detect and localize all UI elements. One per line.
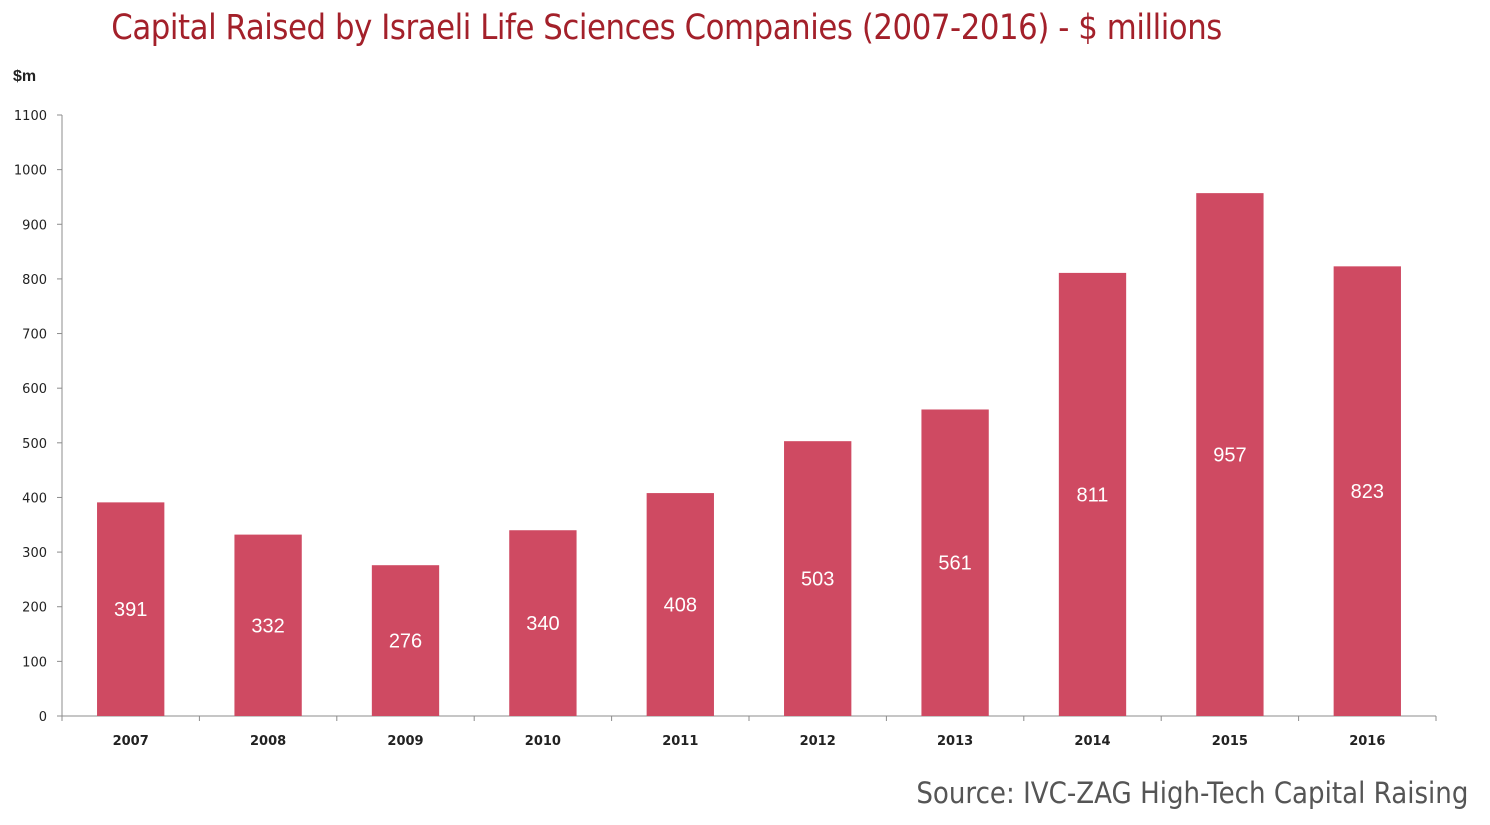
x-tick-label: 2008 — [250, 734, 286, 749]
y-axis: 0 100 200 300 400 500 600 700 800 900 1000 1100 — [14, 109, 63, 725]
bar-value-label: 503 — [801, 569, 834, 591]
y-tick-label: 900 — [22, 218, 47, 233]
y-tick-label: 100 — [22, 655, 47, 670]
y-tick-label: 400 — [22, 491, 47, 506]
bar-value-label: 811 — [1077, 484, 1109, 506]
bar-value-label: 957 — [1213, 445, 1246, 467]
x-tick-label: 2010 — [525, 734, 561, 749]
x-tick-label: 2014 — [1074, 734, 1110, 749]
y-axis-unit-label: $m — [13, 68, 37, 85]
bar-value-label: 340 — [526, 613, 559, 635]
bar-2013 — [921, 409, 989, 716]
x-tick-label: 2009 — [387, 734, 423, 749]
y-tick-label: 200 — [22, 601, 47, 616]
x-tick-label: 2011 — [662, 734, 698, 749]
bar-value-label: 408 — [664, 595, 697, 617]
y-tick-label: 0 — [39, 710, 47, 725]
x-tick-label: 2012 — [800, 734, 836, 749]
bar-value-label: 391 — [114, 599, 147, 621]
bar-2010 — [509, 530, 577, 716]
y-tick-label: 600 — [22, 382, 47, 397]
x-tick-label: 2007 — [113, 734, 149, 749]
bar-value-label: 561 — [938, 553, 971, 575]
bar-2011 — [646, 493, 714, 716]
y-tick-label: 1000 — [14, 164, 47, 179]
x-tick-label: 2016 — [1349, 734, 1385, 749]
bar-value-label: 276 — [389, 631, 422, 653]
x-tick-label: 2013 — [937, 734, 973, 749]
y-tick-label: 300 — [22, 546, 47, 561]
bar-2016 — [1333, 266, 1401, 716]
y-tick-label: 500 — [22, 437, 47, 452]
y-tick-label: 700 — [22, 328, 47, 343]
bar-2008 — [234, 534, 302, 716]
bars: 391 332 276 340 408 503 561 811 957 823 — [97, 193, 1401, 716]
bar-2014 — [1058, 272, 1127, 716]
chart-title: Capital Raised by Israeli Life Sciences … — [111, 8, 1222, 48]
bar-2007 — [97, 502, 165, 716]
source-note: Source: IVC-ZAG High-Tech Capital Raisin… — [915, 776, 1468, 810]
bar-value-label: 823 — [1351, 481, 1384, 503]
y-tick-label: 1100 — [14, 109, 47, 124]
x-tick-label: 2015 — [1212, 734, 1248, 749]
x-axis: 2007 2008 2009 2010 2011 2012 2013 2014 2015 2016 — [61, 715, 1437, 749]
y-tick-label: 800 — [22, 273, 47, 288]
bar-2009 — [371, 565, 440, 716]
bar-2012 — [784, 441, 852, 716]
bar-2015 — [1196, 193, 1264, 716]
bar-value-label: 332 — [251, 615, 284, 637]
